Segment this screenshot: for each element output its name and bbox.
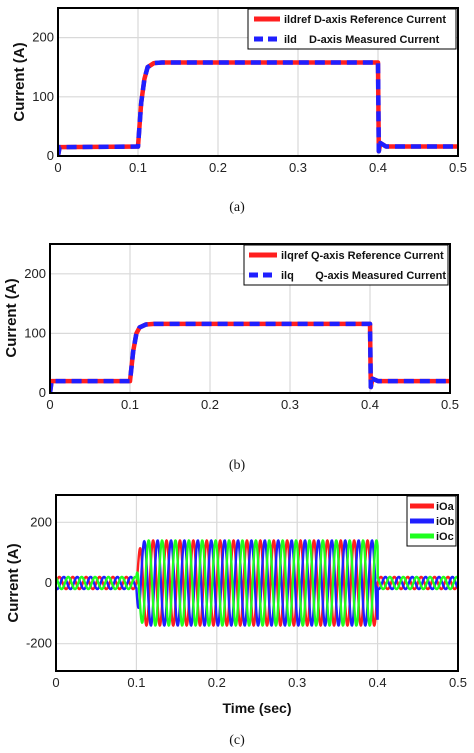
panel-a-x-ticks: 0 0.1 0.2 0.3 0.4 0.5 <box>54 160 467 175</box>
panel-a-series-line-1 <box>58 60 458 156</box>
panel-b-y-tick-label-0: 0 <box>39 385 46 400</box>
panel-a-y-ticks: 0 100 200 <box>32 30 54 163</box>
panel-b-y-axis-label: Current (A) <box>3 278 20 357</box>
panel-c-series-line-1 <box>56 539 458 627</box>
panel-c-caption: (c) <box>229 733 245 748</box>
panel-b-y-tick-label-2: 200 <box>24 266 46 281</box>
panel-c-y-ticks: -200 0 200 <box>26 514 52 650</box>
panel-a-x-tick-label-4: 0.4 <box>369 160 387 175</box>
panel-a-legend-label-1: ild D-axis Measured Current <box>284 34 440 46</box>
panel-b-y-ticks: 0 100 200 <box>24 266 46 400</box>
panel-c-x-tick-label-3: 0.3 <box>288 675 306 690</box>
panel-c-legend-label-0: iOa <box>436 501 455 513</box>
panel-c: 0 0.1 0.2 0.3 0.4 0.5 -200 0 200 Current (A) Ti… <box>5 494 467 748</box>
panel-a-series-lines <box>58 60 458 156</box>
panel-b-series-line-1 <box>50 321 450 393</box>
panel-c-frame <box>55 494 459 672</box>
panel-b-x-tick-label-5: 0.5 <box>441 397 459 412</box>
panel-c-x-tick-label-5: 0.5 <box>449 675 467 690</box>
panel-a-x-tick-label-1: 0.1 <box>129 160 147 175</box>
panel-a-x-tick-label-5: 0.5 <box>449 160 467 175</box>
panel-c-y-tick-label-2: 200 <box>30 514 52 529</box>
panel-c-y-tick-label-1: 0 <box>45 575 52 590</box>
panel-b-series-lines <box>50 321 450 393</box>
panel-c-legend-label-2: iOc <box>436 531 454 543</box>
panel-b-x-tick-label-3: 0.3 <box>281 397 299 412</box>
panel-c-x-axis-label: Time (sec) <box>223 700 292 716</box>
panel-b-legend-box <box>243 244 449 286</box>
panel-a-y-axis-label: Current (A) <box>11 42 28 121</box>
panel-a: 0 0.1 0.2 0.3 0.4 0.5 0 100 200 Current (A) ild… <box>11 7 467 215</box>
panel-a-x-tick-label-0: 0 <box>54 160 61 175</box>
panel-c-x-tick-label-2: 0.2 <box>208 675 226 690</box>
panel-b-x-tick-label-2: 0.2 <box>201 397 219 412</box>
panel-a-legend-box <box>247 8 457 50</box>
panel-a-frame <box>57 7 459 157</box>
panel-b-x-ticks: 0 0.1 0.2 0.3 0.4 0.5 <box>46 397 459 412</box>
panel-a-y-tick-label-0: 0 <box>47 148 54 163</box>
panel-c-x-tick-label-0: 0 <box>52 675 59 690</box>
panel-b-caption: (b) <box>229 458 246 473</box>
panel-c-series-line-2 <box>56 539 458 627</box>
panel-b-legend: ilqref Q-axis Reference Current ilq Q-ax… <box>243 244 449 286</box>
panel-b-x-tick-label-0: 0 <box>46 397 53 412</box>
panel-c-legend: iOa iOb iOc <box>406 495 457 547</box>
panel-b: 0 0.1 0.2 0.3 0.4 0.5 0 100 200 Current (A) ilq… <box>3 243 459 473</box>
panel-c-legend-label-1: iOb <box>436 516 455 528</box>
panel-b-legend-label-0: ilqref Q-axis Reference Current <box>281 250 444 262</box>
panel-b-frame <box>49 243 451 394</box>
panel-a-x-tick-label-2: 0.2 <box>209 160 227 175</box>
panel-a-caption: (a) <box>229 200 245 215</box>
panel-a-y-tick-label-1: 100 <box>32 89 54 104</box>
panel-b-x-tick-label-4: 0.4 <box>361 397 379 412</box>
panel-c-x-ticks: 0 0.1 0.2 0.3 0.4 0.5 <box>52 675 467 690</box>
panel-a-legend-label-0: ildref D-axis Reference Current <box>284 14 446 26</box>
panel-b-legend-label-1: ilq Q-axis Measured Current <box>281 270 446 282</box>
panel-c-y-tick-label-0: -200 <box>26 636 52 651</box>
panel-c-series-lines <box>56 539 458 627</box>
panel-a-legend: ildref D-axis Reference Current ild D-ax… <box>247 8 457 50</box>
panel-c-y-axis-label: Current (A) <box>5 543 22 622</box>
panel-b-x-tick-label-1: 0.1 <box>121 397 139 412</box>
panel-c-series-line-0 <box>56 539 458 627</box>
panel-b-y-tick-label-1: 100 <box>24 325 46 340</box>
panel-c-x-tick-label-4: 0.4 <box>369 675 387 690</box>
panel-c-x-tick-label-1: 0.1 <box>127 675 145 690</box>
panel-a-x-tick-label-3: 0.3 <box>289 160 307 175</box>
panel-a-y-tick-label-2: 200 <box>32 30 54 45</box>
